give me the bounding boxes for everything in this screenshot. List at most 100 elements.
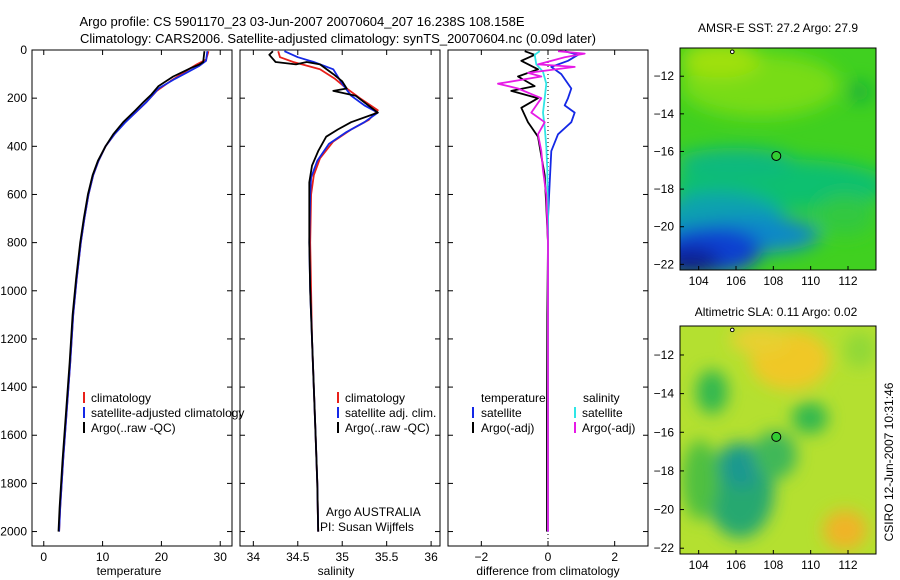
csiro-timestamp: CSIRO 12-Jun-2007 10:31:46 — [882, 382, 896, 541]
sst-map-ticks: 104 106 108 110 112 −12 −14 −16 −18 −20 −22 — [654, 69, 858, 288]
temperature-plot-frame — [31, 49, 233, 547]
title-line-1: Argo profile: CS 5901170_23 03-Jun-2007 … — [79, 14, 524, 29]
argo-agency-label: Argo AUSTRALIA — [326, 505, 421, 519]
sla-mid-region — [844, 332, 876, 368]
depth-tick-label: 2000 — [0, 525, 27, 539]
sla-map-frame — [679, 325, 877, 555]
depth-tick-label: 800 — [7, 236, 27, 250]
difference-legend: temperature salinity satellite Argo(-adj… — [472, 391, 635, 435]
temperature-xtick-label: 10 — [96, 550, 110, 564]
sst-lon-tick-label: 104 — [689, 274, 709, 288]
temperature-xlabel: temperature — [97, 564, 162, 578]
temperature-xtick-label: 0 — [40, 550, 47, 564]
sla-float-marker — [729, 327, 735, 333]
difference-xtick-label: 2 — [611, 550, 618, 564]
sst-lon-tick-label: 108 — [763, 274, 783, 288]
sla-lon-tick-label: 106 — [726, 558, 746, 572]
sst-cool-spot — [850, 82, 870, 102]
salinity-xtick-label: 35 — [336, 550, 350, 564]
sla-low-region — [682, 440, 718, 520]
depth-tick-label: 400 — [7, 139, 27, 153]
salinity-xtick-label: 34 — [247, 550, 261, 564]
sst-lon-tick-label: 106 — [726, 274, 746, 288]
salinity-xtick-label: 35.5 — [375, 550, 399, 564]
salinity-xlabel: salinity — [318, 564, 355, 578]
series-temperature-argo — [510, 50, 549, 532]
sst-lon-tick-label: 110 — [801, 274, 820, 288]
sst-map-markers — [729, 49, 782, 161]
sst-blobs — [680, 48, 876, 270]
legend-label-argo: Argo(..raw -QC) — [91, 421, 176, 435]
legend-label-climatology: climatology — [345, 391, 405, 405]
difference-xtick-label: −2 — [474, 550, 488, 564]
series-argo — [268, 50, 379, 532]
sla-lon-tick-label: 108 — [763, 558, 783, 572]
depth-tick-label: 1800 — [0, 476, 27, 490]
temperature-xtick-label: 20 — [155, 550, 169, 564]
sla-lon-tick-label: 110 — [801, 558, 820, 572]
sla-lat-tick-label: −16 — [654, 425, 675, 439]
temperature-profiles — [57, 50, 210, 532]
legend-label-sal-satellite: satellite — [582, 406, 623, 420]
legend-label-satellite: satellite-adjusted climatology — [91, 406, 244, 420]
sla-blobs — [682, 326, 876, 550]
sst-lat-tick-label: −18 — [654, 182, 675, 196]
sla-lat-tick-label: −22 — [654, 541, 675, 555]
legend-title-salinity: salinity — [583, 391, 620, 405]
sla-profile-location-marker — [771, 431, 782, 442]
sst-coldest-region — [680, 248, 720, 270]
sla-lat-tick-label: −14 — [654, 387, 675, 401]
sla-lat-tick-label: −12 — [654, 348, 675, 362]
legend-label-sal-argo: Argo(-adj) — [582, 421, 635, 435]
sst-profile-location-marker — [771, 150, 782, 161]
sla-low-region — [753, 431, 797, 479]
sst-lat-tick-label: −12 — [654, 69, 675, 83]
series-satellite — [284, 50, 379, 532]
sst-map-frame — [679, 47, 877, 271]
difference-profiles — [497, 50, 586, 532]
salinity-xtick-label: 34.5 — [286, 550, 310, 564]
depth-tick-label: 1200 — [0, 332, 27, 346]
series-argo — [57, 51, 206, 532]
sla-low-region — [696, 370, 728, 414]
series-satellite — [58, 51, 209, 532]
sst-lat-tick-label: −22 — [654, 257, 675, 271]
salinity-profiles — [268, 50, 379, 532]
salinity-xtick-label: 36 — [424, 550, 438, 564]
difference-xlabel: difference from climatology — [476, 564, 619, 578]
sla-lat-tick-label: −18 — [654, 464, 675, 478]
pi-label: PI: Susan Wijffels — [320, 520, 414, 534]
sla-high-region — [730, 326, 790, 354]
depth-tick-label: 1600 — [0, 428, 27, 442]
legend-label-temp-satellite: satellite — [481, 406, 522, 420]
salinity-plot-frame — [239, 49, 441, 547]
sla-lat-tick-label: −20 — [654, 503, 675, 517]
temperature-legend: climatology satellite-adjusted climatolo… — [83, 391, 244, 435]
series-climatology — [58, 50, 210, 532]
sla-map-ticks: 104 106 108 110 112 −12 −14 −16 −18 −20 −22 — [654, 348, 858, 572]
sla-map-title: Altimetric SLA: 0.11 Argo: 0.02 — [695, 305, 858, 319]
sla-lon-tick-label: 104 — [689, 558, 709, 572]
legend-label-temp-argo: Argo(-adj) — [481, 421, 534, 435]
depth-tick-label: 600 — [7, 187, 27, 201]
depth-tick-label: 1000 — [0, 284, 27, 298]
depth-tick-label: 200 — [7, 91, 27, 105]
legend-label-argo: Argo(..raw -QC) — [345, 421, 430, 435]
legend-label-climatology: climatology — [91, 391, 151, 405]
sst-warm-region — [680, 48, 760, 78]
sla-high-region — [823, 510, 867, 550]
temperature-xtick-label: 30 — [214, 550, 228, 564]
legend-title-temperature: temperature — [481, 391, 546, 405]
sst-cool-band — [680, 148, 795, 176]
difference-axis-ticks: −2 0 2 — [448, 49, 648, 564]
sst-mid-region — [815, 195, 875, 235]
sst-map-title: AMSR-E SST: 27.2 Argo: 27.9 — [698, 21, 858, 35]
sla-map-markers — [729, 327, 782, 442]
title-line-2: Climatology: CARS2006. Satellite-adjuste… — [80, 31, 596, 46]
sst-lat-tick-label: −20 — [654, 220, 675, 234]
sla-lon-tick-label: 112 — [838, 558, 857, 572]
sst-lon-tick-label: 112 — [838, 274, 857, 288]
sst-float-marker — [729, 49, 735, 55]
series-salinity-satellite — [533, 50, 549, 532]
